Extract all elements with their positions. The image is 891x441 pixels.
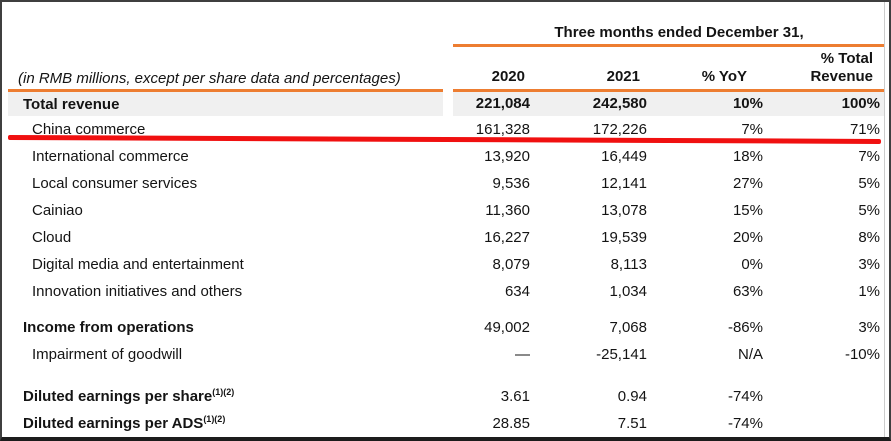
cell-2021: 1,034	[609, 283, 647, 300]
row-china-commerce: China commerce 161,328 172,226 7% 71%	[8, 116, 885, 143]
cell-yoy: 0%	[741, 256, 763, 273]
row-total-revenue: Total revenue 221,084 242,580 10% 100%	[8, 92, 885, 116]
cell-yoy: 7%	[741, 121, 763, 138]
cell-yoy: 10%	[732, 95, 763, 112]
row-header-note: (in RMB millions, except per share data …	[8, 47, 443, 92]
cell-2020: 634	[504, 283, 530, 300]
cell-2021: -25,141	[596, 346, 647, 363]
row-label: Local consumer services	[32, 175, 198, 192]
cell-yoy: 15%	[732, 202, 763, 219]
row-cainiao: Cainiao 11,360 13,078 15% 5%	[8, 197, 885, 224]
section-spacer	[2, 368, 889, 383]
period-header-left-blank	[8, 18, 443, 47]
cell-total-revenue: 8%	[858, 229, 880, 246]
cell-2020: 221,084	[475, 95, 530, 112]
cell-total-revenue: 71%	[849, 121, 880, 138]
row-label: Impairment of goodwill	[32, 346, 183, 363]
column-header-total-revenue: % Total Revenue	[810, 50, 873, 85]
cell-2020: 3.61	[500, 388, 530, 405]
cell-2021: 8,113	[610, 256, 647, 273]
cell-2020: 161,328	[475, 121, 530, 138]
row-label: Total revenue	[8, 92, 443, 116]
cell-total-revenue: -10%	[844, 346, 880, 363]
column-header-row: (in RMB millions, except per share data …	[8, 47, 885, 92]
row-cloud: Cloud 16,227 19,539 20% 8%	[8, 224, 885, 251]
footnote-marker: (1)(2)	[212, 387, 235, 397]
row-label: Innovation initiatives and others	[32, 283, 243, 300]
period-header-row: Three months ended December 31,	[8, 18, 885, 47]
cell-total-revenue: 3%	[858, 256, 880, 273]
cell-2021: 19,539	[601, 229, 647, 246]
footnote-marker: (1)(2)	[203, 414, 226, 424]
cell-2020: 13,920	[484, 148, 530, 165]
cell-2021: 12,141	[601, 175, 647, 192]
cell-total-revenue: 100%	[841, 95, 880, 112]
row-income-from-operations: Income from operations 49,002 7,068 -86%…	[8, 314, 885, 341]
cell-2020: 8,079	[492, 256, 530, 273]
row-local-consumer-services: Local consumer services 9,536 12,141 27%…	[8, 170, 885, 197]
cell-2020: —	[515, 346, 530, 363]
row-label: China commerce	[32, 121, 146, 138]
cell-yoy: 20%	[732, 229, 763, 246]
cell-2020: 11,360	[485, 202, 530, 219]
row-diluted-eps: Diluted earnings per share(1)(2) 3.61 0.…	[8, 383, 885, 410]
cell-yoy: -86%	[727, 319, 763, 336]
row-impairment-of-goodwill: Impairment of goodwill — -25,141 N/A -10…	[8, 341, 885, 368]
top-spacer	[2, 2, 889, 18]
row-label: Diluted earnings per ADS(1)(2)	[23, 414, 226, 433]
cell-2020: 49,002	[484, 319, 530, 336]
right-edge-divider	[884, 2, 885, 437]
cell-total-revenue: 3%	[858, 319, 880, 336]
column-header-yoy: % YoY	[701, 68, 747, 85]
row-label: International commerce	[32, 148, 189, 165]
row-label: Income from operations	[23, 319, 194, 336]
cell-2021: 16,449	[601, 148, 647, 165]
cell-2020: 9,536	[492, 175, 530, 192]
cell-2021: 7,068	[609, 319, 647, 336]
cell-2021: 13,078	[601, 202, 647, 219]
row-label: Cloud	[32, 229, 72, 246]
cell-total-revenue: 7%	[858, 148, 880, 165]
cell-yoy: 18%	[732, 148, 763, 165]
row-digital-media: Digital media and entertainment 8,079 8,…	[8, 251, 885, 278]
cell-2020: 28.85	[492, 415, 530, 432]
cell-2020: 16,227	[484, 229, 530, 246]
period-header: Three months ended December 31,	[453, 18, 885, 47]
column-header-2020: 2020	[491, 68, 525, 85]
row-label: Cainiao	[32, 202, 83, 219]
cell-total-revenue: 1%	[858, 283, 880, 300]
cell-2021: 172,226	[592, 121, 647, 138]
cell-total-revenue: 5%	[858, 175, 880, 192]
cell-2021: 242,580	[592, 95, 647, 112]
cell-2021: 7.51	[617, 415, 647, 432]
cell-yoy: 27%	[732, 175, 763, 192]
cell-yoy: -74%	[727, 388, 763, 405]
row-label: Diluted earnings per share(1)(2)	[23, 387, 235, 406]
row-label: Digital media and entertainment	[32, 256, 244, 273]
cell-yoy: 63%	[732, 283, 763, 300]
cell-yoy: -74%	[727, 415, 763, 432]
cell-2021: 0.94	[617, 388, 647, 405]
cell-yoy: N/A	[737, 346, 763, 363]
cell-total-revenue: 5%	[858, 202, 880, 219]
row-international-commerce: International commerce 13,920 16,449 18%…	[8, 143, 885, 170]
column-header-2021: 2021	[606, 68, 640, 85]
row-diluted-eads: Diluted earnings per ADS(1)(2) 28.85 7.5…	[8, 410, 885, 437]
row-innovation-initiatives: Innovation initiatives and others 634 1,…	[8, 278, 885, 305]
section-spacer	[2, 305, 889, 314]
